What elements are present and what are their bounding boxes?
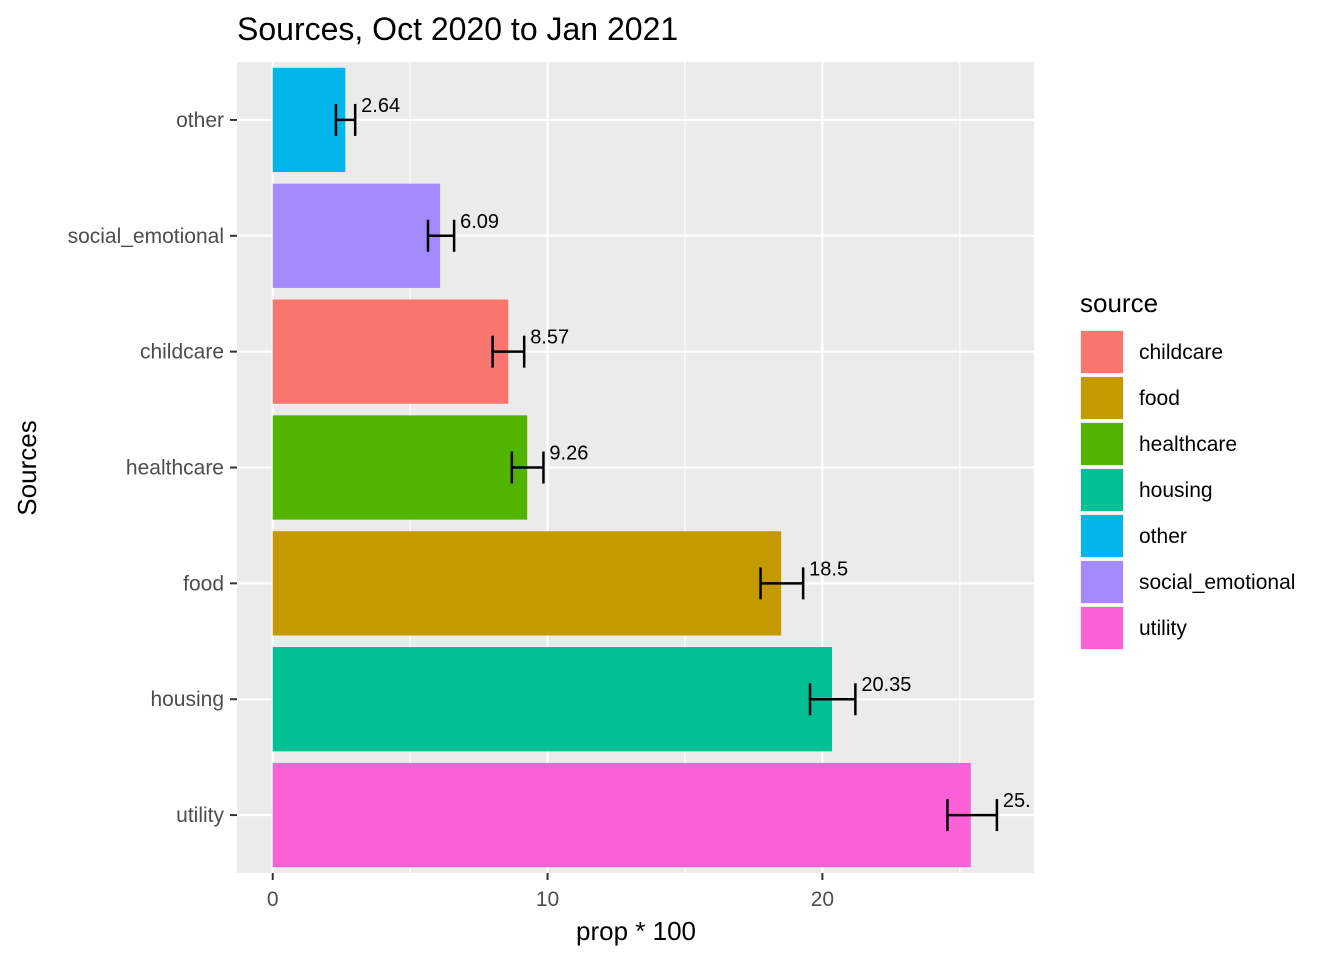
y-axis-title: Sources bbox=[12, 420, 42, 515]
legend-label-childcare: childcare bbox=[1139, 341, 1223, 364]
y-tick-label-utility: utility bbox=[176, 804, 224, 827]
y-axis: other social_emotional childcare healthcare… bbox=[68, 109, 237, 827]
data-label-healthcare: 9.26 bbox=[549, 443, 588, 465]
x-axis: 0 10 20 bbox=[267, 873, 834, 911]
data-label-childcare: 8.57 bbox=[530, 327, 569, 349]
legend-label-other: other bbox=[1139, 525, 1187, 548]
bar-childcare bbox=[272, 299, 509, 404]
data-label-social_emotional: 6.09 bbox=[460, 211, 499, 233]
x-tick-label: 10 bbox=[536, 888, 559, 911]
bars bbox=[272, 67, 971, 868]
data-labels: 2.64 6.09 8.57 9.26 18.5 20.35 25. bbox=[361, 95, 1031, 812]
legend-title: source bbox=[1080, 288, 1158, 318]
data-label-other: 2.64 bbox=[361, 95, 400, 117]
y-tick-label-other: other bbox=[176, 109, 224, 132]
bar-other bbox=[272, 67, 346, 173]
bar-utility bbox=[272, 762, 971, 868]
data-label-food: 18.5 bbox=[809, 558, 848, 580]
chart-title: Sources, Oct 2020 to Jan 2021 bbox=[237, 11, 678, 47]
legend: source childcare food healthcare housing oth… bbox=[1080, 288, 1295, 650]
bar-housing bbox=[272, 647, 833, 752]
legend-swatch-utility bbox=[1081, 607, 1123, 649]
x-tick-label: 20 bbox=[811, 888, 834, 911]
legend-swatch-housing bbox=[1081, 469, 1123, 511]
legend-swatch-social_emotional bbox=[1081, 561, 1123, 603]
y-tick-label-healthcare: healthcare bbox=[126, 457, 224, 480]
x-axis-title: prop * 100 bbox=[576, 916, 696, 946]
y-tick-label-housing: housing bbox=[150, 688, 224, 711]
bar-healthcare bbox=[272, 415, 528, 520]
legend-swatch-childcare bbox=[1081, 331, 1123, 373]
legend-label-food: food bbox=[1139, 387, 1180, 410]
bar-food bbox=[272, 531, 782, 636]
legend-label-housing: housing bbox=[1139, 479, 1213, 502]
y-tick-label-childcare: childcare bbox=[140, 341, 224, 364]
legend-swatch-healthcare bbox=[1081, 423, 1123, 465]
error-bars bbox=[334, 103, 999, 832]
y-tick-label-social_emotional: social_emotional bbox=[68, 225, 224, 248]
legend-label-utility: utility bbox=[1139, 617, 1187, 640]
legend-label-healthcare: healthcare bbox=[1139, 433, 1237, 456]
legend-swatch-food bbox=[1081, 377, 1123, 419]
legend-items: childcare food healthcare housing other socia… bbox=[1080, 330, 1295, 650]
y-tick-label-food: food bbox=[183, 572, 224, 595]
legend-label-social_emotional: social_emotional bbox=[1139, 571, 1295, 594]
bar-social_emotional bbox=[272, 183, 441, 288]
data-label-housing: 20.35 bbox=[861, 674, 911, 696]
legend-swatch-other bbox=[1081, 515, 1123, 557]
x-tick-label: 0 bbox=[267, 888, 279, 911]
data-label-utility: 25. bbox=[1003, 790, 1031, 812]
